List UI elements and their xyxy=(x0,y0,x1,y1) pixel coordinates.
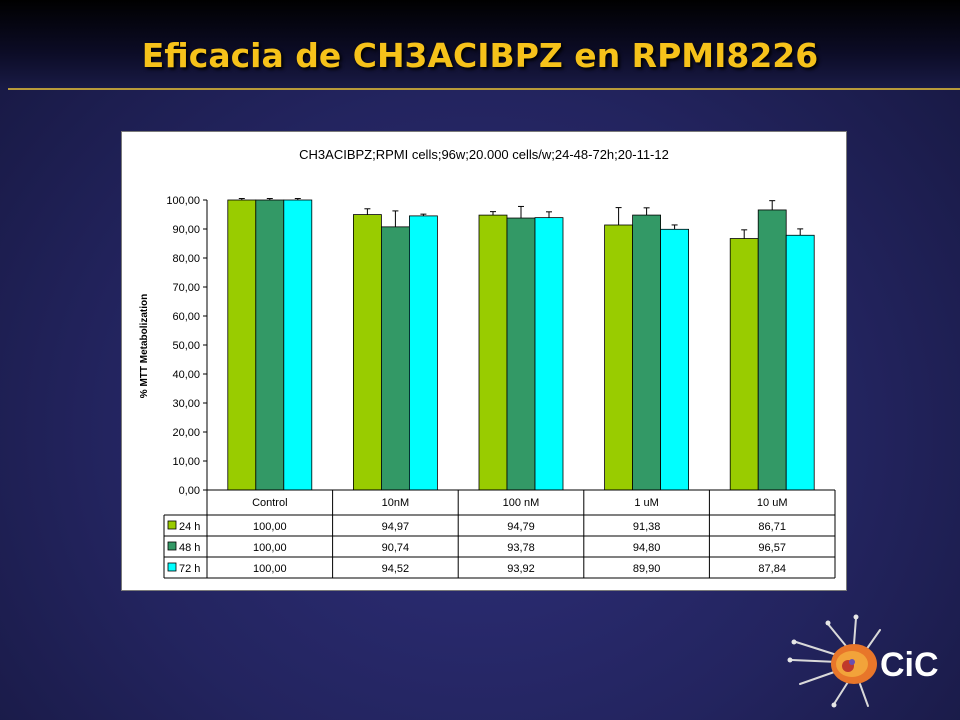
table-cell: 86,71 xyxy=(758,521,786,533)
table-cell: 87,84 xyxy=(758,563,786,575)
table-cell: 94,97 xyxy=(382,521,410,533)
legend-swatch xyxy=(167,541,177,551)
table-cell: 90,74 xyxy=(382,542,410,554)
bar xyxy=(506,217,536,491)
bar xyxy=(757,209,787,491)
table-cell: 100,00 xyxy=(253,542,287,554)
title-divider xyxy=(8,88,960,90)
bar xyxy=(227,199,257,491)
table-cell: 94,79 xyxy=(507,521,535,533)
y-tick-label: 80,00 xyxy=(172,253,200,265)
legend-swatch xyxy=(167,562,177,572)
logo-text: CiC xyxy=(880,646,939,684)
y-tick-label: 100,00 xyxy=(166,195,200,207)
x-category-label: 10nM xyxy=(382,497,410,509)
bar xyxy=(408,215,438,491)
table-cell: 94,52 xyxy=(382,563,410,575)
bar xyxy=(352,214,382,491)
cell-logo-icon xyxy=(787,614,881,708)
y-tick-label: 60,00 xyxy=(172,311,200,323)
bar xyxy=(729,238,759,491)
bar-chart: CH3ACIBPZ;RPMI cells;96w;20.000 cells/w;… xyxy=(139,147,836,579)
bar xyxy=(785,234,815,491)
y-axis-label: % MTT Metabolization xyxy=(139,294,150,398)
slide-title: Eficacia de CH3ACIBPZ en RPMI8226 xyxy=(141,36,819,75)
bar xyxy=(478,214,508,491)
table-cell: 94,80 xyxy=(633,542,661,554)
x-category-label: 10 uM xyxy=(757,497,788,509)
table-cell: 91,38 xyxy=(633,521,661,533)
bar xyxy=(380,226,410,491)
x-category-label: 1 uM xyxy=(634,497,658,509)
y-tick-label: 40,00 xyxy=(172,369,200,381)
y-tick-label: 50,00 xyxy=(172,340,200,352)
chart-panel: CH3ACIBPZ;RPMI cells;96w;20.000 cells/w;… xyxy=(121,131,847,591)
cic-logo: CiC xyxy=(787,614,939,708)
table-cell: 96,57 xyxy=(758,542,786,554)
bar xyxy=(604,224,634,491)
bar xyxy=(283,199,313,491)
bar xyxy=(660,228,689,491)
legend-label: 24 h xyxy=(179,521,200,533)
x-category-label: 100 nM xyxy=(503,497,540,509)
table-cell: 100,00 xyxy=(253,563,287,575)
y-tick-label: 0,00 xyxy=(179,485,200,497)
table-cell: 89,90 xyxy=(633,563,661,575)
y-tick-label: 90,00 xyxy=(172,224,200,236)
chart-title: CH3ACIBPZ;RPMI cells;96w;20.000 cells/w;… xyxy=(299,147,669,162)
y-tick-label: 70,00 xyxy=(172,282,200,294)
legend-label: 48 h xyxy=(179,542,200,554)
legend-label: 72 h xyxy=(179,563,200,575)
bar xyxy=(255,199,285,491)
bar xyxy=(632,214,662,491)
legend-swatch xyxy=(167,520,177,530)
x-category-label: Control xyxy=(252,497,287,509)
table-cell: 93,78 xyxy=(507,542,535,554)
table-cell: 93,92 xyxy=(507,563,535,575)
title-band xyxy=(0,0,960,88)
table-cell: 100,00 xyxy=(253,521,287,533)
bar xyxy=(534,217,564,491)
y-tick-label: 30,00 xyxy=(172,398,200,410)
y-tick-label: 10,00 xyxy=(172,456,200,468)
y-tick-label: 20,00 xyxy=(172,427,200,439)
